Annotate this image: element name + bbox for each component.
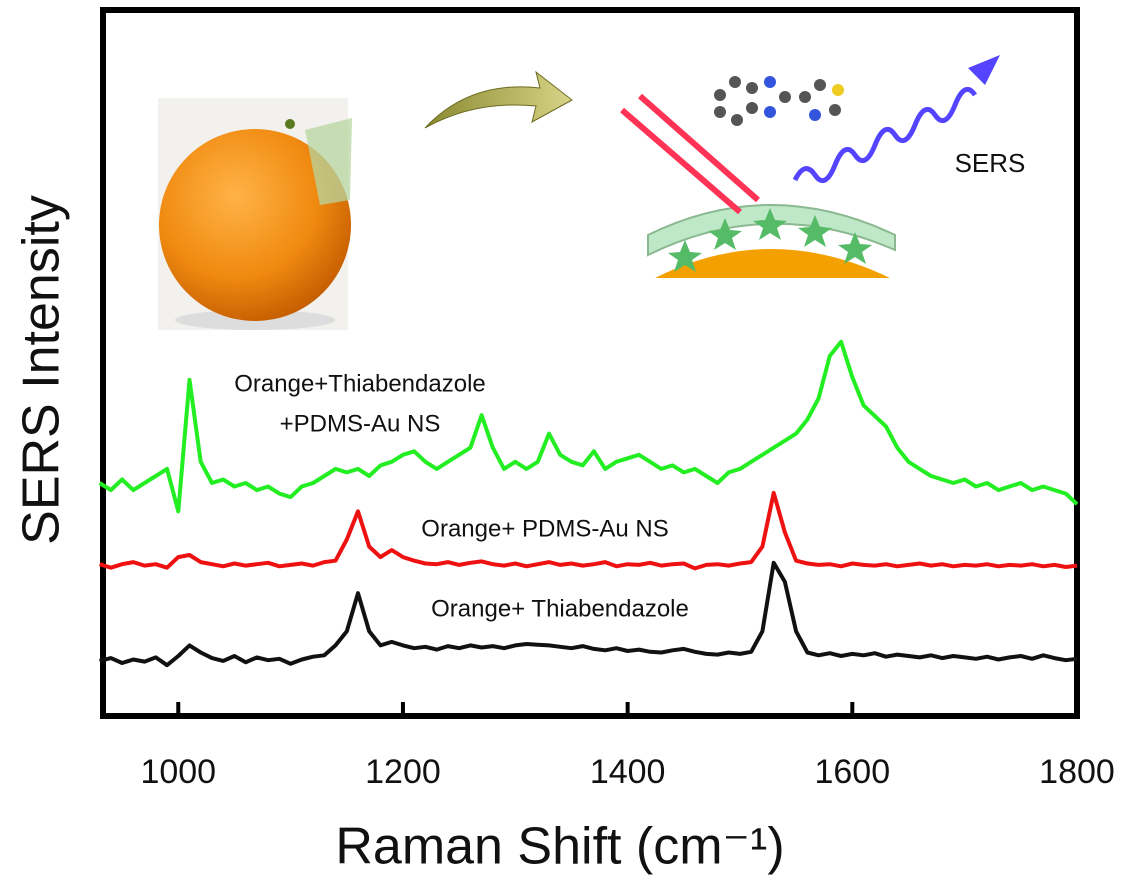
illustration: SERS — [158, 55, 1025, 330]
x-axis-label: Raman Shift (cm⁻¹) — [335, 818, 784, 876]
x-tick-label: 1200 — [365, 753, 441, 791]
series-label: +PDMS-Au NS — [280, 410, 441, 437]
x-tick-label: 1000 — [140, 753, 216, 791]
series-label: Orange+ Thiabendazole — [431, 595, 689, 622]
y-axis-label: SERS Intensity — [13, 195, 71, 545]
series-label: Orange+Thiabendazole — [234, 370, 486, 397]
inset-label: SERS — [955, 148, 1026, 178]
chart: SERS Raman Shift (cm⁻¹) SERS Intensity 1… — [0, 0, 1125, 886]
series-label: Orange+ PDMS-Au NS — [421, 515, 668, 542]
spectrum-line — [100, 342, 1077, 512]
x-tick-label: 1600 — [814, 753, 890, 791]
x-tick-label: 1800 — [1039, 753, 1115, 791]
x-tick-label: 1400 — [590, 753, 666, 791]
